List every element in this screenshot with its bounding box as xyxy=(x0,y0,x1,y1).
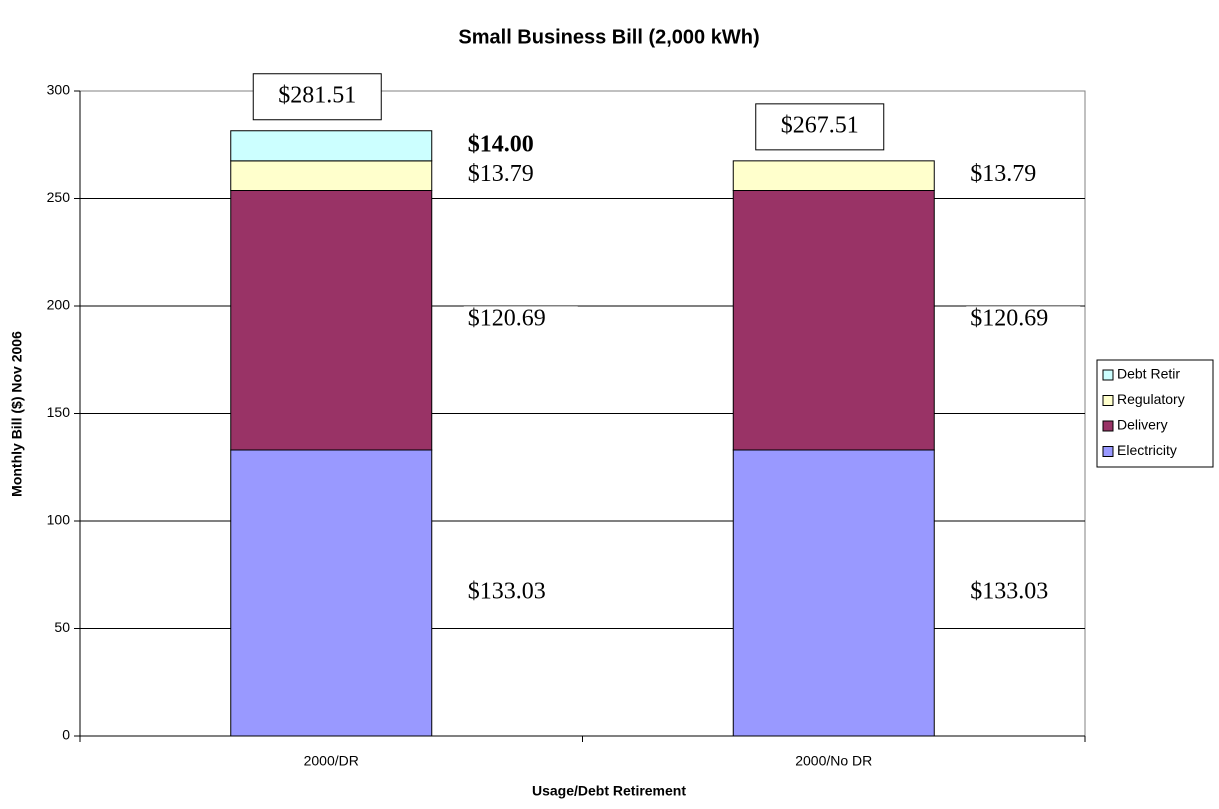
data-label: $133.03 xyxy=(970,578,1048,604)
label-background xyxy=(463,161,578,190)
total-box xyxy=(252,73,382,121)
label-background xyxy=(966,161,1081,190)
data-label: $13.79 xyxy=(468,161,534,187)
total-box xyxy=(755,103,885,151)
bar-segment xyxy=(230,160,433,192)
legend-swatch xyxy=(1102,446,1114,457)
chart-title: Small Business Bill (2,000 kWh) xyxy=(458,26,759,48)
legend-label: Electricity xyxy=(1117,442,1177,458)
legend-swatch xyxy=(1102,395,1114,406)
y-tick-label: 200 xyxy=(47,297,71,313)
label-background xyxy=(966,578,1081,607)
y-tick-label: 100 xyxy=(47,512,71,528)
data-label: $120.69 xyxy=(468,306,546,332)
total-label: $281.51 xyxy=(278,82,356,108)
label-background xyxy=(463,306,578,335)
bar-segment xyxy=(732,190,935,451)
data-label: $14.00 xyxy=(468,131,534,157)
legend-label: Debt Retir xyxy=(1117,366,1180,382)
x-tick-label: 2000/No DR xyxy=(795,753,872,769)
total-label: $267.51 xyxy=(781,112,859,138)
y-tick-label: 250 xyxy=(47,189,71,205)
y-tick-label: 0 xyxy=(62,727,70,743)
legend-swatch xyxy=(1102,369,1114,381)
label-background xyxy=(463,578,578,607)
data-label: $133.03 xyxy=(468,578,546,604)
y-tick-label: 300 xyxy=(47,82,71,98)
bar-segment xyxy=(230,130,433,162)
bar-segment xyxy=(732,449,935,737)
bar-segment xyxy=(230,449,433,737)
legend-box xyxy=(1096,359,1214,468)
y-axis-label: Monthly Bill ($) Nov 2006 xyxy=(9,331,25,497)
y-tick-label: 150 xyxy=(47,404,71,420)
legend-swatch xyxy=(1102,420,1114,432)
data-label: $13.79 xyxy=(970,161,1036,187)
legend-label: Regulatory xyxy=(1117,391,1185,407)
bar-segment xyxy=(732,160,935,192)
legend-label: Delivery xyxy=(1117,417,1168,433)
x-axis-label: Usage/Debt Retirement xyxy=(532,783,686,799)
bar-segment xyxy=(230,190,433,451)
data-label: $120.69 xyxy=(970,306,1048,332)
y-tick-label: 50 xyxy=(54,619,70,635)
label-background xyxy=(463,131,578,160)
label-background xyxy=(966,306,1081,335)
x-tick-label: 2000/DR xyxy=(304,753,359,769)
